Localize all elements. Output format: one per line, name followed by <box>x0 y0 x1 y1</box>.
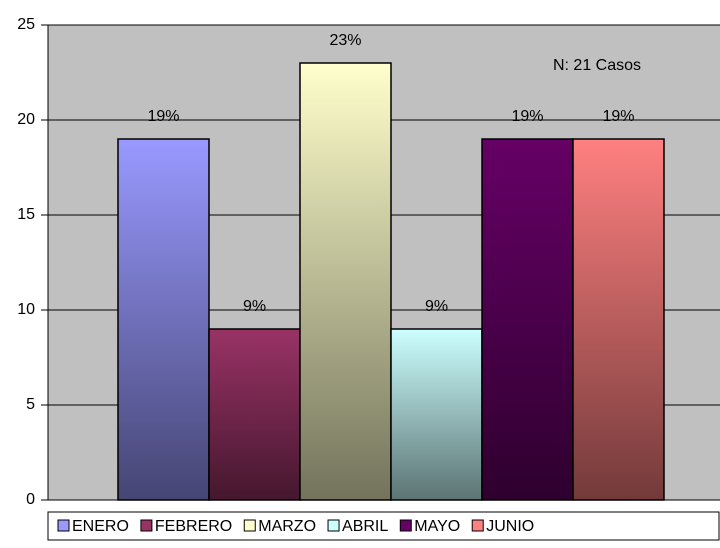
legend-swatch <box>243 519 256 532</box>
y-tick-label: 20 <box>17 111 35 128</box>
bar <box>572 138 665 501</box>
bar <box>390 328 483 501</box>
value-label: 23% <box>329 32 361 49</box>
legend-label: JUNIO <box>486 518 534 535</box>
legend-swatch <box>399 519 412 532</box>
value-label: 9% <box>243 298 266 315</box>
y-tick-label: 0 <box>26 491 35 508</box>
legend-label: FEBRERO <box>155 518 232 535</box>
value-label: 19% <box>147 108 179 125</box>
bar <box>481 138 574 501</box>
value-label: 19% <box>511 108 543 125</box>
legend-swatch <box>471 519 484 532</box>
legend-label: MAYO <box>414 518 460 535</box>
bar <box>208 328 301 501</box>
y-tick-label: 25 <box>17 16 35 33</box>
y-tick-label: 10 <box>17 301 35 318</box>
value-label: 9% <box>425 298 448 315</box>
annotation: N: 21 Casos <box>553 57 641 74</box>
legend-swatch <box>140 519 153 532</box>
legend <box>47 511 720 541</box>
y-tick-label: 15 <box>17 206 35 223</box>
legend-swatch <box>327 519 340 532</box>
legend-label: MARZO <box>258 518 316 535</box>
value-label: 19% <box>602 108 634 125</box>
bar <box>117 138 210 501</box>
legend-label: ENERO <box>72 518 129 535</box>
y-tick-label: 5 <box>26 396 35 413</box>
bar <box>299 62 392 501</box>
legend-swatch <box>57 519 70 532</box>
legend-label: ABRIL <box>342 518 388 535</box>
